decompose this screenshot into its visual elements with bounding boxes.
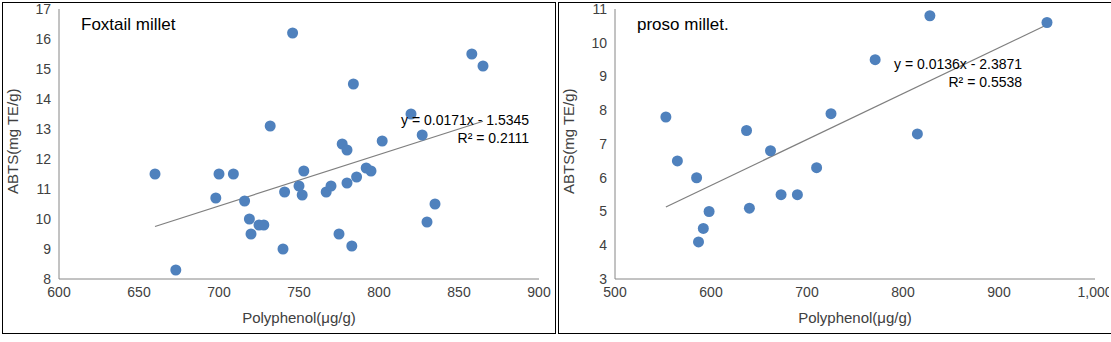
svg-text:6: 6 — [599, 170, 607, 186]
svg-text:8: 8 — [43, 271, 51, 287]
svg-text:9: 9 — [43, 241, 51, 257]
svg-text:13: 13 — [35, 121, 51, 137]
svg-text:600: 600 — [699, 284, 723, 300]
html-text:y = 0.0171x - 1.5345: y = 0.0171x - 1.5345 — [401, 112, 529, 128]
svg-text:1,000: 1,000 — [1077, 284, 1103, 300]
svg-text:14: 14 — [35, 91, 51, 107]
svg-text:600: 600 — [47, 283, 71, 300]
svg-text:700: 700 — [207, 284, 231, 300]
svg-text:5: 5 — [599, 203, 607, 219]
svg-text:800: 800 — [367, 284, 391, 300]
svg-text:7: 7 — [599, 136, 607, 152]
svg-text:10: 10 — [591, 35, 607, 51]
svg-text:12: 12 — [35, 151, 51, 167]
html-text:R² = 0.5538: R² = 0.5538 — [948, 74, 1022, 90]
svg-text:16: 16 — [35, 31, 51, 47]
svg-text:700: 700 — [795, 284, 819, 300]
svg-text:ABTS(mg TE/g): ABTS(mg TE/g) — [8, 88, 21, 194]
svg-text:750: 750 — [287, 284, 311, 300]
svg-text:800: 800 — [891, 284, 915, 300]
svg-text:15: 15 — [35, 61, 51, 77]
svg-text:900: 900 — [987, 284, 1011, 300]
svg-text:17: 17 — [35, 3, 51, 17]
svg-text:8: 8 — [599, 102, 607, 118]
svg-text:900: 900 — [527, 284, 551, 300]
svg-text:10: 10 — [35, 211, 51, 227]
svg-text:9: 9 — [599, 68, 607, 84]
svg-text:ABTS(mg TE/g): ABTS(mg TE/g) — [560, 88, 577, 194]
html-text:Foxtail millet: Foxtail millet — [81, 15, 176, 34]
svg-text:Polyphenol(μg/g): Polyphenol(μg/g) — [798, 309, 912, 326]
svg-text:850: 850 — [447, 284, 471, 300]
html-text:R² = 0.2111: R² = 0.2111 — [457, 130, 529, 146]
svg-text:11: 11 — [36, 181, 51, 197]
svg-text:3: 3 — [599, 271, 607, 287]
html-text:proso millet.: proso millet. — [637, 15, 729, 34]
svg-text:650: 650 — [127, 284, 151, 300]
svg-text:11: 11 — [592, 3, 607, 17]
svg-text:500: 500 — [603, 283, 627, 300]
svg-text:Polyphenol(μg/g): Polyphenol(μg/g) — [242, 309, 356, 326]
html-text:y = 0.0136x - 2.3871: y = 0.0136x - 2.3871 — [894, 56, 1022, 72]
svg-text:4: 4 — [599, 237, 607, 253]
